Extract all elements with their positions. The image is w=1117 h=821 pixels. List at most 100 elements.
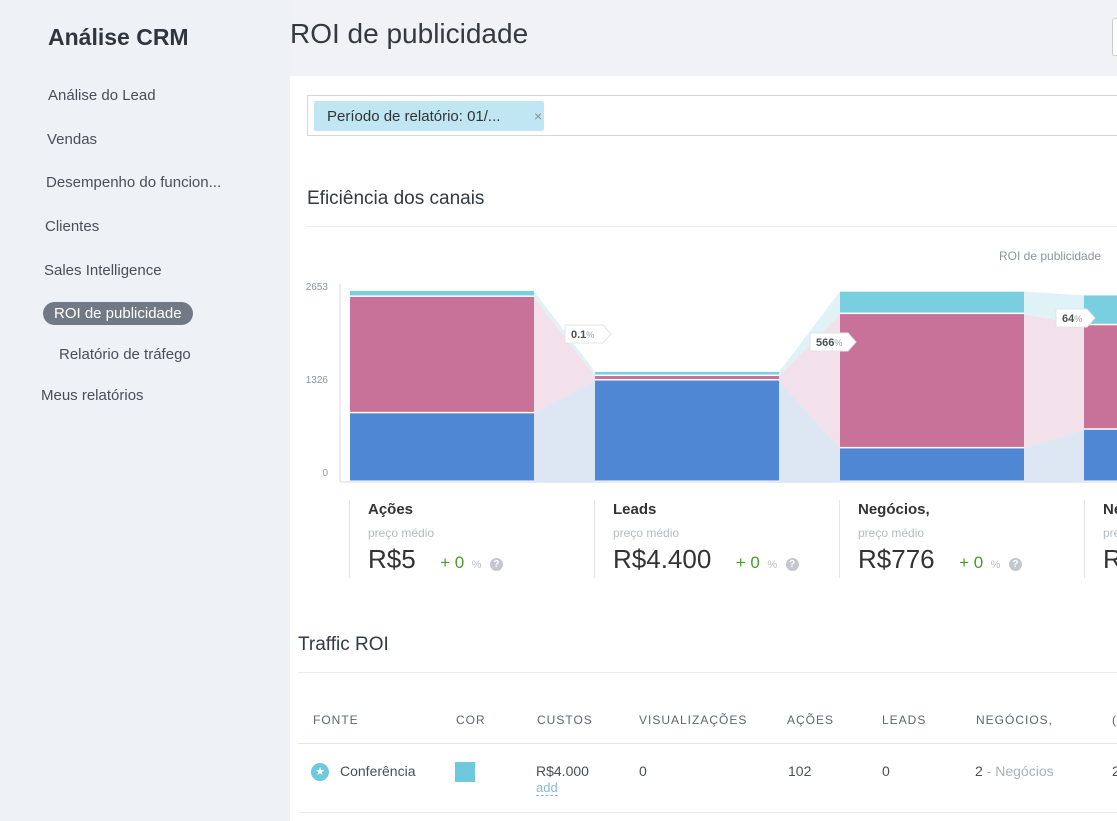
sidebar-item-sales[interactable]: Vendas (47, 131, 98, 148)
filter-chip[interactable]: Período de relatório: 01/... × (314, 101, 544, 131)
flow-band (534, 296, 595, 414)
conversion-label: 566% (809, 332, 857, 352)
cell-extra: 2 (1112, 763, 1117, 779)
stat-subtitle: preço médio (368, 526, 435, 540)
cell-leads: 0 (882, 763, 890, 779)
header-action-button[interactable] (1112, 18, 1117, 56)
sidebar-item-my-reports[interactable]: Meus relatórios (41, 387, 144, 404)
sidebar-item-sales-intelligence[interactable]: Sales Intelligence (44, 262, 162, 279)
chart-legend-label: ROI de publicidade (999, 249, 1102, 263)
cell-source[interactable]: Conferência (340, 763, 416, 779)
col-header-leads[interactable]: LEADS (882, 713, 927, 727)
flow-band (534, 380, 595, 482)
conversion-label-percent: % (586, 330, 594, 340)
bar-segment (595, 371, 779, 375)
stat-delta: + 0 (959, 553, 984, 572)
flow-band (1024, 429, 1084, 482)
flow-band (1024, 314, 1084, 449)
bar-segment (350, 296, 534, 412)
conversion-label-percent: % (834, 338, 842, 348)
conversion-label-text: 0.1% (571, 329, 594, 341)
bar-segment (595, 380, 779, 481)
stat-name: Negócios, (858, 501, 930, 518)
stat-percent: % (767, 559, 778, 571)
stat-partial: Ne pre R (1084, 500, 1117, 578)
cell-deals-text: - Negócios (982, 763, 1054, 779)
bar-segment (350, 413, 534, 481)
help-icon[interactable]: ? (785, 558, 799, 571)
conversion-label-text: 566% (816, 337, 842, 349)
conversion-label-box (1055, 308, 1096, 328)
sidebar-item-lead-analysis[interactable]: Análise do Lead (48, 87, 156, 104)
conversion-label-percent: % (1074, 314, 1082, 324)
cell-deals-count: 2 (975, 763, 983, 779)
y-tick-label: 0 (322, 468, 328, 479)
efficiency-title: Eficiência dos canais (307, 188, 485, 209)
sidebar-title: Análise CRM (48, 24, 189, 50)
stat-subtitle: preço médio (858, 526, 925, 540)
stat-subtitle: pre (1103, 526, 1117, 540)
conversion-label-box (809, 332, 857, 352)
cell-costs: R$4.000 (536, 763, 589, 779)
col-header-actions[interactable]: AÇÕES (787, 713, 835, 727)
bar-segment (1084, 325, 1117, 429)
bar-segment (1084, 429, 1117, 481)
traffic-roi-title: Traffic ROI (298, 634, 389, 655)
divider (307, 226, 1117, 227)
help-icon[interactable]: ? (1008, 558, 1022, 571)
star-icon[interactable]: ★ (311, 763, 329, 781)
conversion-label-text: 64% (1062, 313, 1082, 325)
bar-segment (350, 290, 534, 296)
divider (298, 672, 1117, 673)
stat-value: R$776 (858, 544, 935, 574)
stat-leads: Leads preço médio R$4.400 + 0 % ? (594, 500, 799, 578)
bar-segment (840, 291, 1024, 313)
close-icon[interactable]: × (534, 108, 543, 124)
stat-value: R$4.400 (613, 544, 712, 574)
col-header-costs[interactable]: CUSTOS (537, 713, 593, 727)
cell-actions: 102 (788, 763, 812, 779)
stat-name: Leads (613, 501, 657, 518)
stat-delta: + 0 (735, 553, 760, 572)
col-header-color[interactable]: COR (456, 713, 486, 727)
efficiency-chart: 2653 1326 0 0.1% 566% 64% (306, 282, 1117, 483)
sidebar-item-ad-roi[interactable]: ROI de publicidade (43, 302, 193, 325)
col-header-source[interactable]: FONTE (313, 713, 359, 727)
bar-segment (595, 376, 779, 379)
help-icon[interactable]: ? (489, 558, 503, 571)
sidebar-item-traffic-report[interactable]: Relatório de tráfego (59, 346, 191, 363)
color-swatch[interactable] (455, 762, 475, 782)
sidebar-item-clients[interactable]: Clientes (45, 218, 100, 235)
sidebar-item-employee-performance[interactable]: Desempenho do funcion... (46, 174, 222, 191)
page-title: ROI de publicidade (290, 18, 529, 49)
y-tick-label: 2653 (306, 282, 329, 293)
stat-actions: Ações preço médio R$5 + 0 % ? (349, 500, 503, 578)
cell-deals[interactable]: 2 - Negócios (975, 763, 1054, 779)
col-header-more[interactable]: ( (1112, 713, 1117, 727)
stat-subtitle: preço médio (613, 526, 680, 540)
stat-value: R (1103, 544, 1117, 574)
conversion-label-box (564, 324, 612, 344)
conversion-label: 0.1% (564, 324, 612, 344)
col-header-views[interactable]: VISUALIZAÇÕES (639, 713, 748, 727)
table-header-divider (298, 743, 1117, 744)
flow-band (779, 380, 840, 482)
filter-chip-label: Período de relatório: 01/... (327, 108, 501, 125)
filter-bar[interactable]: Período de relatório: 01/... × (307, 95, 1117, 136)
stat-percent: % (990, 559, 1001, 571)
stat-value: R$5 (368, 544, 416, 574)
bar-segment (840, 448, 1024, 481)
stat-name: Ações (368, 501, 414, 518)
header: ROI de publicidade (290, 0, 1117, 76)
sidebar: Análise CRM Análise do Lead Vendas Desem… (0, 0, 290, 821)
row-divider (298, 812, 1117, 813)
stat-deals: Negócios, preço médio R$776 + 0 % ? (839, 500, 1022, 578)
cell-views: 0 (639, 763, 647, 779)
col-header-deals[interactable]: NEGÓCIOS, (976, 713, 1054, 727)
stat-delta: + 0 (440, 553, 465, 572)
conversion-label: 64% (1055, 308, 1096, 328)
add-cost-link[interactable]: add (536, 780, 558, 796)
stat-percent: % (471, 559, 482, 571)
y-tick-label: 1326 (306, 375, 329, 386)
bar-segment (840, 314, 1024, 447)
